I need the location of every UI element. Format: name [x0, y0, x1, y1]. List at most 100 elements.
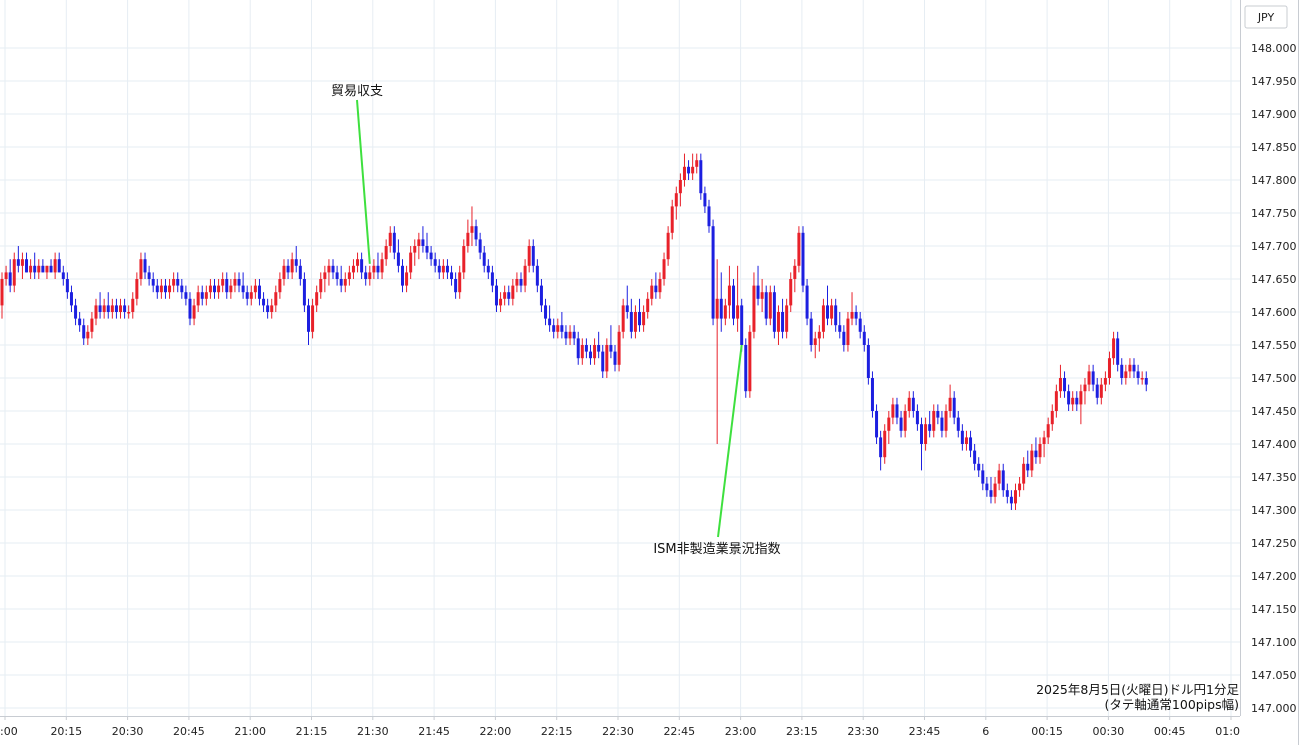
candle	[217, 279, 221, 299]
candle	[396, 239, 400, 273]
candle	[147, 265, 151, 286]
candle-body	[695, 160, 699, 167]
candle	[870, 371, 874, 418]
candle	[25, 252, 29, 273]
candle	[556, 318, 560, 339]
candle	[928, 411, 932, 438]
candle-body	[1009, 496, 1013, 504]
x-tick-label: 22:15	[541, 725, 573, 738]
candle	[368, 265, 372, 286]
candle	[956, 411, 960, 438]
candle-body	[311, 305, 315, 332]
candle	[311, 298, 315, 339]
candle	[123, 298, 127, 319]
candle-body	[1026, 463, 1030, 471]
candle-body	[666, 232, 670, 260]
candle-body	[233, 279, 237, 286]
candle-body	[1075, 397, 1079, 405]
candle-body	[143, 259, 147, 273]
candle	[817, 325, 821, 352]
currency-label: JPY	[1257, 11, 1275, 24]
candle-body	[539, 285, 543, 306]
candle-body	[915, 411, 919, 425]
x-tick-label: 00:45	[1154, 725, 1186, 738]
candle	[658, 272, 662, 299]
candle-body	[217, 285, 221, 293]
candle	[135, 272, 139, 306]
candle-body	[1001, 470, 1005, 491]
candle-body	[515, 279, 519, 286]
candle-body	[102, 305, 106, 312]
candle-body	[588, 351, 592, 359]
candle	[445, 259, 449, 279]
candle-body	[846, 318, 850, 345]
candle	[772, 285, 776, 339]
candle-body	[474, 226, 478, 240]
candle	[646, 292, 650, 319]
candle-body	[151, 279, 155, 286]
candle-body	[1054, 391, 1058, 411]
candle	[192, 298, 196, 326]
candle-body	[172, 279, 176, 286]
candle-body	[756, 285, 760, 299]
candle	[53, 252, 57, 279]
candle	[842, 325, 846, 352]
candle-body	[135, 279, 139, 299]
candle	[323, 265, 327, 293]
x-tick-label: 01:0	[1215, 725, 1240, 738]
candle-body	[20, 259, 24, 266]
candle-body	[356, 259, 360, 266]
candle	[131, 292, 135, 319]
candle	[57, 252, 61, 273]
candle-body	[388, 232, 392, 246]
candle-body	[8, 272, 12, 286]
candle	[1124, 364, 1128, 385]
candle	[110, 298, 114, 319]
y-tick-label: 147.600	[1251, 306, 1297, 319]
candle	[736, 265, 740, 332]
x-tick-label: 20:15	[50, 725, 82, 738]
candle	[1132, 358, 1136, 378]
candle-body	[940, 417, 944, 431]
candle-body	[1095, 384, 1099, 398]
candle	[200, 285, 204, 306]
candle	[1038, 437, 1042, 464]
candle-body	[699, 160, 703, 194]
candle-body	[384, 246, 388, 260]
candle-body	[597, 345, 601, 352]
candle-body	[776, 312, 780, 332]
candle-body	[1091, 371, 1095, 385]
candle	[1067, 384, 1071, 411]
candle	[106, 292, 110, 319]
annotation-leader-line	[717, 344, 743, 538]
candle-body	[523, 265, 527, 286]
candle-body	[519, 279, 523, 286]
candle	[180, 279, 184, 299]
candle-body	[1128, 364, 1132, 372]
candle-body	[65, 279, 69, 293]
candle	[245, 285, 249, 306]
candle	[172, 272, 176, 293]
candle-body	[646, 298, 650, 312]
candle-body	[327, 265, 331, 273]
candle	[1058, 364, 1062, 398]
candle-body	[858, 318, 862, 332]
candle-body	[703, 193, 707, 207]
candle	[1128, 358, 1132, 378]
candle	[429, 246, 433, 266]
candle	[576, 331, 580, 365]
y-tick-label: 147.750	[1251, 207, 1297, 220]
currency-box[interactable]	[1244, 5, 1288, 29]
candle-body	[339, 279, 343, 286]
candle	[1112, 331, 1116, 365]
candle	[719, 272, 723, 332]
candle-body	[82, 325, 86, 339]
candle	[384, 239, 388, 266]
y-tick-label: 147.300	[1251, 504, 1297, 517]
candle-body	[674, 193, 678, 207]
candle	[364, 265, 368, 286]
candle	[98, 292, 102, 319]
candle	[838, 312, 842, 339]
candle-body	[494, 285, 498, 306]
candle-body	[601, 351, 605, 372]
